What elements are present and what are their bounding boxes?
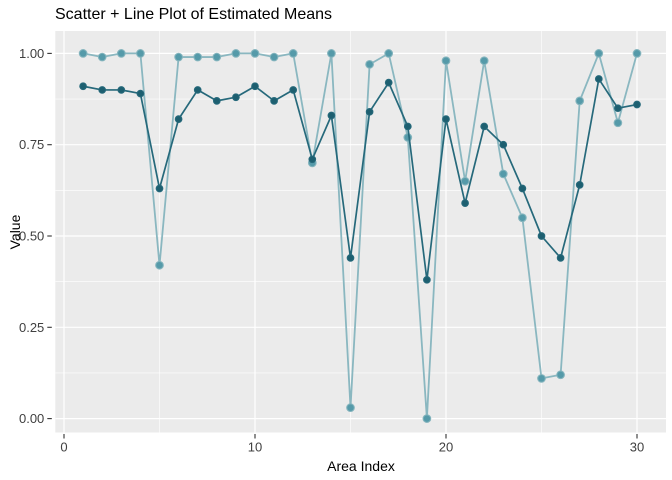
y-tick-label: 0.50 (19, 229, 44, 244)
chart-title: Scatter + Line Plot of Estimated Means (55, 6, 333, 23)
data-point-dark-teal-series (499, 140, 508, 149)
data-point-light-teal-series (479, 56, 489, 66)
data-point-light-teal-series (231, 49, 241, 58)
data-point-light-teal-series (422, 414, 432, 423)
data-point-light-teal-series (269, 52, 279, 62)
data-point-dark-teal-series (193, 86, 202, 94)
data-point-light-teal-series (632, 49, 642, 58)
data-point-light-teal-series (384, 49, 394, 58)
data-point-light-teal-series (498, 169, 508, 179)
data-point-dark-teal-series (594, 75, 603, 83)
data-point-dark-teal-series (270, 97, 278, 105)
y-tick-label: 1.00 (19, 46, 44, 61)
data-point-dark-teal-series (537, 232, 546, 240)
data-point-light-teal-series (556, 370, 565, 380)
data-point-dark-teal-series (556, 254, 565, 262)
data-point-dark-teal-series (633, 100, 641, 109)
data-point-light-teal-series (346, 403, 355, 412)
x-tick-label: 10 (248, 440, 262, 455)
y-tick-label: 0.75 (19, 137, 44, 152)
data-point-dark-teal-series (251, 82, 259, 91)
data-point-dark-teal-series (289, 86, 298, 94)
data-point-dark-teal-series (308, 155, 317, 164)
data-point-dark-teal-series (480, 122, 489, 131)
data-point-dark-teal-series (461, 199, 469, 207)
y-axis-title: Value (7, 214, 23, 250)
data-point-dark-teal-series (403, 122, 412, 131)
data-point-dark-teal-series (212, 97, 221, 105)
data-point-light-teal-series (193, 52, 203, 62)
x-tick-label: 20 (439, 440, 453, 455)
data-point-light-teal-series (460, 176, 470, 186)
data-point-light-teal-series (97, 52, 107, 62)
data-point-light-teal-series (212, 52, 222, 62)
data-point-dark-teal-series (155, 184, 164, 193)
data-point-light-teal-series (250, 49, 260, 58)
data-point-dark-teal-series (575, 181, 584, 189)
data-point-dark-teal-series (327, 111, 336, 120)
data-point-dark-teal-series (117, 86, 126, 94)
data-point-dark-teal-series (79, 82, 87, 91)
data-point-light-teal-series (327, 49, 336, 58)
data-point-dark-teal-series (232, 93, 240, 102)
x-axis-title: Area Index (327, 458, 395, 474)
data-point-light-teal-series (174, 52, 183, 62)
data-point-light-teal-series (403, 133, 413, 142)
data-point-dark-teal-series (98, 86, 107, 94)
data-point-light-teal-series (116, 49, 126, 58)
data-point-light-teal-series (537, 374, 546, 383)
data-point-light-teal-series (441, 56, 451, 66)
data-point-light-teal-series (518, 213, 527, 223)
x-tick-label: 0 (60, 440, 67, 455)
data-point-light-teal-series (575, 96, 585, 106)
data-point-dark-teal-series (136, 89, 145, 98)
data-point-light-teal-series (594, 49, 604, 58)
series-line-dark-teal-series (82, 78, 638, 281)
x-tick-label: 30 (630, 440, 644, 455)
data-point-dark-teal-series (614, 104, 622, 113)
y-tick-label: 0.25 (19, 320, 44, 335)
data-point-light-teal-series (613, 118, 623, 128)
data-point-light-teal-series (78, 49, 88, 58)
data-point-light-teal-series (288, 49, 298, 58)
y-tick-label: 0.00 (19, 411, 44, 426)
data-point-dark-teal-series (365, 107, 374, 116)
data-point-light-teal-series (365, 60, 374, 69)
data-point-dark-teal-series (423, 275, 431, 284)
data-point-dark-teal-series (384, 78, 393, 87)
data-point-dark-teal-series (442, 115, 450, 123)
data-point-dark-teal-series (346, 254, 355, 262)
data-point-light-teal-series (155, 260, 164, 270)
data-point-dark-teal-series (518, 184, 527, 193)
data-point-light-teal-series (136, 49, 145, 58)
data-point-dark-teal-series (174, 115, 183, 123)
